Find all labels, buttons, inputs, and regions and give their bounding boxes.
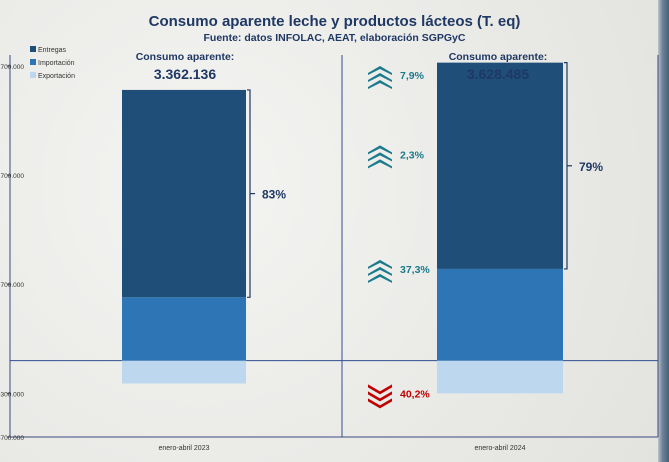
legend-swatch — [30, 72, 36, 78]
up-arrow-icon — [368, 152, 392, 162]
share-bracket — [564, 62, 568, 270]
consumo-value: 3.362.136 — [154, 66, 216, 82]
bar-entregas — [122, 89, 246, 298]
chart-subtitle: Fuente: datos INFOLAC, AEAT, elaboración… — [203, 32, 466, 44]
up-arrow-icon — [368, 145, 392, 155]
up-arrow-icon — [368, 66, 392, 75]
x-tick-label: enero-abril 2024 — [475, 445, 526, 452]
up-arrow-icon — [368, 259, 392, 269]
y-tick-label: 700.000 — [1, 282, 25, 289]
consumo-value: 3.628.485 — [467, 66, 529, 82]
bar-entregas — [437, 62, 563, 269]
up-arrow-icon — [368, 266, 392, 276]
x-tick-label: enero-abril 2023 — [159, 445, 210, 452]
side-strip — [658, 0, 669, 462]
share-label: 79% — [579, 160, 603, 174]
consumo-label: Consumo aparente: — [449, 51, 548, 63]
up-arrow-icon — [368, 273, 392, 283]
variation-label: 7,9% — [400, 70, 425, 82]
legend-label: Exportación — [38, 73, 75, 80]
y-tick-label: -300.000 — [0, 391, 24, 398]
y-tick-label: -700.000 — [0, 435, 24, 442]
bar-importacion — [122, 297, 246, 361]
legend-label: Entregas — [38, 47, 67, 54]
y-tick-label: 1.700.000 — [0, 173, 24, 180]
y-tick-label: 2.700.000 — [0, 64, 24, 71]
bar-exportacion — [122, 360, 246, 384]
variation-label: 40,2% — [400, 388, 430, 400]
legend-swatch — [30, 46, 36, 52]
consumo-label: Consumo aparente: — [136, 51, 235, 63]
legend-label: Importación — [38, 60, 75, 67]
variation-label: 37,3% — [400, 264, 430, 276]
up-arrow-icon — [368, 159, 392, 169]
share-label: 83% — [262, 188, 286, 202]
up-arrow-icon — [368, 80, 392, 89]
down-arrow-icon — [368, 391, 392, 402]
down-arrow-icon — [368, 398, 392, 409]
variation-label: 2,3% — [400, 149, 425, 161]
up-arrow-icon — [368, 73, 392, 82]
share-bracket — [247, 89, 251, 298]
bar-importacion — [437, 268, 563, 361]
chart-title: Consumo aparente leche y productos lácte… — [148, 13, 521, 30]
legend-swatch — [30, 59, 36, 65]
bar-exportacion — [437, 360, 563, 394]
down-arrow-icon — [368, 384, 392, 395]
